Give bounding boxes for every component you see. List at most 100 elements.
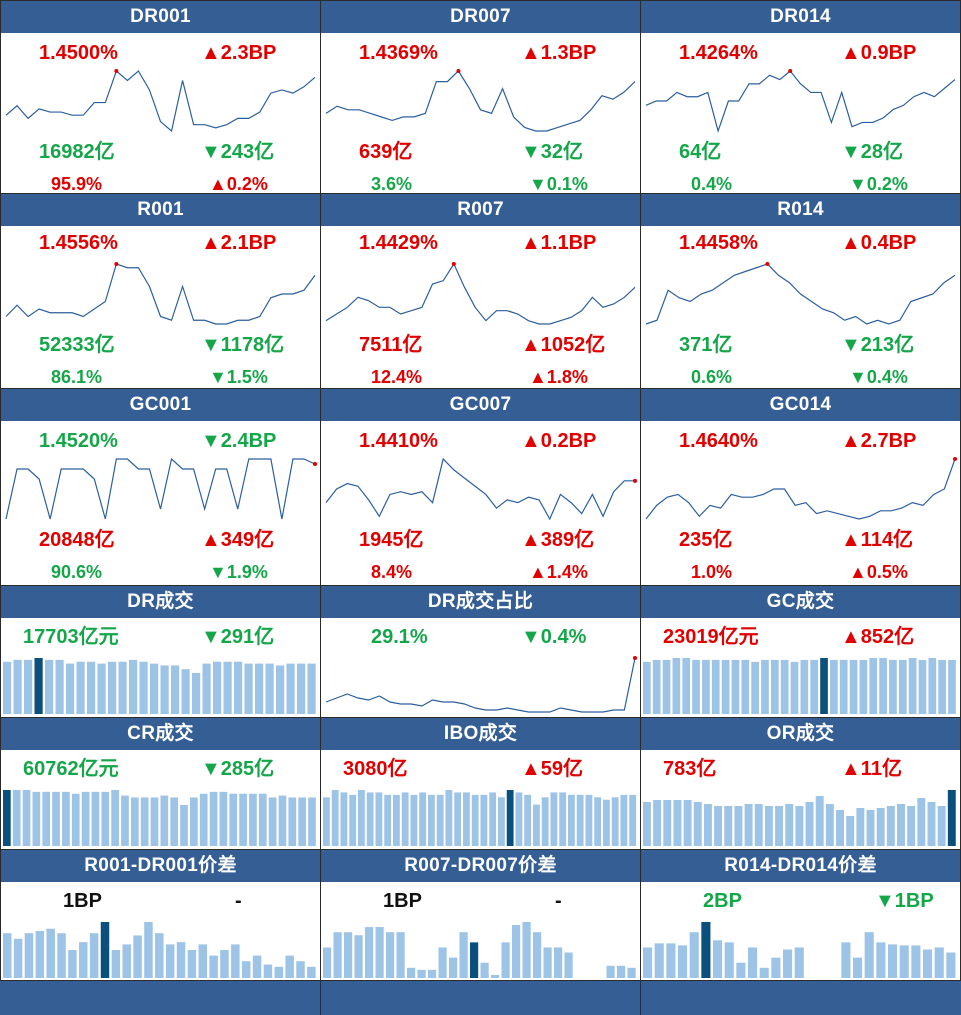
rate-change: ▼2.4BP bbox=[201, 430, 277, 452]
rate-panel-dr014: DR014 1.4264% ▲0.9BP 64亿 ▼28亿 0.4% ▼0.2% bbox=[640, 0, 961, 194]
bar bbox=[407, 967, 416, 978]
bar bbox=[401, 792, 409, 846]
footer-divider bbox=[320, 980, 321, 1015]
bar bbox=[3, 661, 12, 714]
share-value: 0.4% bbox=[691, 174, 733, 194]
highlight-point bbox=[765, 262, 770, 266]
bar bbox=[879, 658, 887, 714]
bar bbox=[181, 669, 190, 714]
bar bbox=[130, 797, 139, 846]
bar bbox=[265, 663, 274, 714]
bar bbox=[522, 922, 531, 978]
bar bbox=[795, 806, 804, 846]
bar bbox=[603, 799, 610, 846]
bar-chart bbox=[643, 658, 956, 714]
bar bbox=[223, 661, 232, 714]
volume-total: 17703亿元 bbox=[23, 626, 119, 648]
bar bbox=[770, 659, 779, 714]
volume-change: ▼28亿 bbox=[841, 141, 904, 163]
bar bbox=[559, 792, 567, 846]
bar bbox=[825, 804, 834, 846]
bar bbox=[100, 922, 110, 978]
share-change: ▼0.2% bbox=[849, 174, 908, 194]
rate-panel-dr007: DR007 1.4369% ▲1.3BP 639亿 ▼32亿 3.6% ▼0.1% bbox=[320, 0, 641, 194]
bar bbox=[748, 947, 758, 978]
bar bbox=[805, 802, 814, 846]
volume-value: 64亿 bbox=[679, 141, 722, 163]
bar bbox=[198, 944, 207, 978]
bar bbox=[150, 663, 159, 714]
bar bbox=[333, 932, 342, 978]
bar bbox=[354, 935, 363, 978]
bar bbox=[491, 974, 500, 978]
volume-total: 29.1% bbox=[371, 626, 428, 648]
rate-panel-gc014: GC014 1.4640% ▲2.7BP 235亿 ▲114亿 1.0% ▲0.5% bbox=[640, 388, 961, 586]
bar bbox=[323, 797, 330, 846]
spread-value: 1BP bbox=[383, 890, 422, 912]
bar bbox=[515, 792, 523, 846]
bar bbox=[454, 792, 462, 846]
panel-title: GC001 bbox=[1, 389, 320, 421]
bar bbox=[258, 793, 267, 846]
bar bbox=[918, 659, 927, 714]
bar bbox=[340, 792, 348, 846]
bar bbox=[133, 935, 142, 978]
trend-line-chart bbox=[645, 262, 956, 325]
bar bbox=[911, 945, 921, 978]
panel-title: DR成交占比 bbox=[321, 586, 640, 618]
bar bbox=[12, 790, 21, 846]
bar bbox=[533, 932, 542, 978]
bar bbox=[155, 933, 164, 978]
trend-line-chart bbox=[325, 262, 636, 325]
volume-change: ▲852亿 bbox=[841, 626, 915, 648]
volume-value: 371亿 bbox=[679, 334, 733, 356]
series-line bbox=[5, 263, 316, 325]
volume-value: 20848亿 bbox=[39, 529, 115, 551]
bar bbox=[176, 942, 186, 978]
bar bbox=[108, 661, 117, 714]
bar bbox=[899, 945, 909, 978]
rate-value: 1.4640% bbox=[679, 430, 758, 452]
bar bbox=[129, 659, 138, 714]
bar bbox=[897, 804, 905, 846]
bar bbox=[122, 944, 131, 978]
spread-panel-1: R007-DR007价差 1BP - bbox=[320, 849, 641, 981]
series-line bbox=[5, 69, 316, 133]
bar-chart bbox=[3, 790, 316, 846]
bar bbox=[673, 800, 682, 846]
highlight-point bbox=[114, 262, 119, 266]
panel-title: DR001 bbox=[1, 1, 320, 33]
bar bbox=[554, 947, 563, 978]
bar bbox=[209, 955, 218, 978]
bar bbox=[846, 816, 855, 846]
bar bbox=[724, 806, 733, 846]
volume-change: ▼1178亿 bbox=[201, 334, 285, 356]
rate-value: 1.4520% bbox=[39, 430, 118, 452]
bar-chart bbox=[643, 790, 956, 846]
bar bbox=[643, 947, 653, 978]
bar bbox=[480, 962, 489, 978]
bar bbox=[470, 942, 479, 978]
volume-change: ▼285亿 bbox=[201, 758, 275, 780]
bar bbox=[820, 658, 828, 714]
volume-change: ▲1052亿 bbox=[521, 334, 606, 356]
rate-value: 1.4458% bbox=[679, 232, 758, 254]
bar bbox=[396, 932, 405, 978]
bar bbox=[274, 966, 284, 978]
rate-panel-r001: R001 1.4556% ▲2.1BP 52333亿 ▼1178亿 86.1% ▼1.5% bbox=[0, 193, 321, 389]
volume-panel-2: GC成交 23019亿元 ▲852亿 bbox=[640, 585, 961, 718]
bar-chart bbox=[3, 658, 316, 714]
bar-chart bbox=[643, 922, 956, 978]
bar bbox=[724, 942, 734, 978]
highlight-point bbox=[953, 457, 957, 461]
bar bbox=[366, 792, 374, 846]
bar bbox=[543, 947, 552, 978]
volume-value: 7511亿 bbox=[359, 334, 423, 356]
bar bbox=[761, 659, 769, 714]
bar bbox=[417, 969, 426, 978]
bar bbox=[276, 665, 285, 714]
series-line bbox=[645, 263, 956, 325]
share-change: ▼1.9% bbox=[209, 562, 268, 582]
bar bbox=[923, 949, 933, 978]
highlight-point bbox=[633, 656, 637, 660]
